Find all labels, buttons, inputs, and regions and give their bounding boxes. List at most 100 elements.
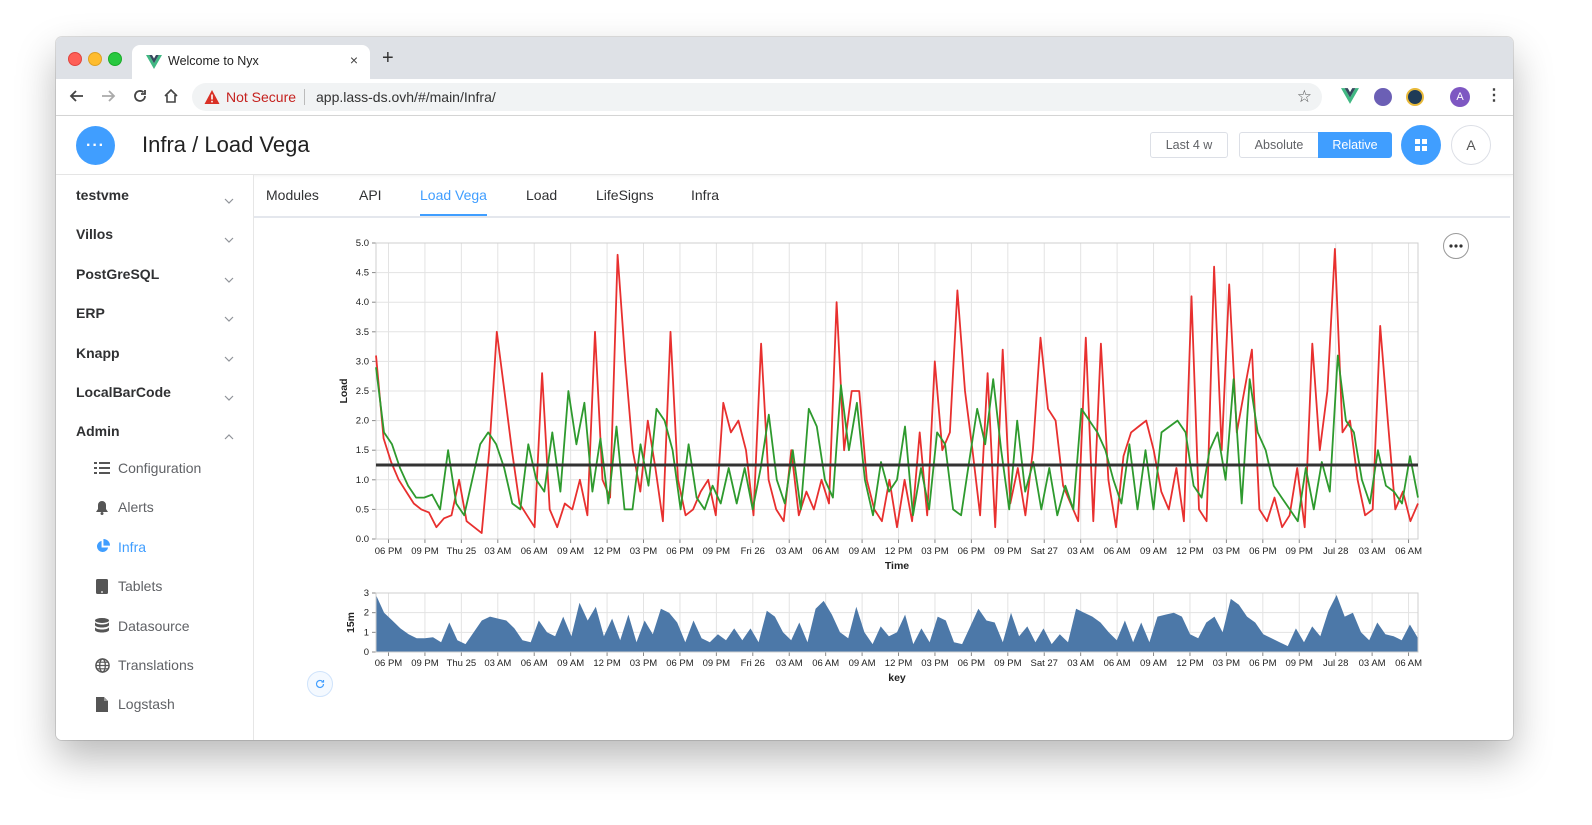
extension-icon[interactable] (1374, 88, 1392, 106)
x-tick-label: 03 PM (630, 658, 658, 669)
tablet-icon (94, 578, 110, 594)
zoom-window-button[interactable] (108, 52, 122, 66)
x-tick-label: Thu 25 (447, 546, 477, 557)
sidebar-item-label: Datasource (118, 617, 190, 634)
tab-load-vega[interactable]: Load Vega (420, 187, 487, 203)
chevron-up-icon[interactable] (224, 427, 234, 440)
forward-arrow-icon[interactable] (97, 85, 119, 107)
chevron-down-icon[interactable] (224, 388, 234, 401)
load-charts: 0.0 0.5 1.0 1.5 2.0 2.5 3.0 3.5 4.0 4.5 5.0 06 PM 09… (338, 238, 1422, 684)
y-tick-label: 3 (364, 588, 369, 599)
x-tick-label: 06 PM (958, 658, 986, 669)
x-tick-label: 12 PM (1176, 658, 1204, 669)
tab-modules[interactable]: Modules (266, 187, 319, 203)
globe-icon (94, 657, 110, 673)
chevron-down-icon[interactable] (224, 349, 234, 362)
extension-icon[interactable] (1406, 88, 1424, 106)
chevron-down-icon[interactable] (224, 309, 234, 323)
x-tick-label: Fri 26 (741, 546, 765, 557)
vue-logo-icon (146, 55, 162, 69)
series-line-1 (375, 247, 1419, 535)
chevron-down-icon[interactable] (224, 270, 234, 283)
x-tick-label: 06 AM (1395, 658, 1422, 669)
sidebar-item-alerts[interactable]: Alerts (94, 499, 154, 515)
sidebar-item-tablets[interactable]: Tablets (94, 578, 162, 594)
reload-icon[interactable] (129, 85, 151, 107)
refresh-button[interactable] (307, 671, 333, 697)
page-title: Infra / Load Vega (142, 132, 310, 157)
chevron-down-icon[interactable] (224, 191, 234, 204)
sidebar-item-label: Tablets (118, 578, 163, 595)
browser-menu-icon[interactable]: ⋮ (1486, 87, 1502, 104)
time-range-button[interactable]: Last 4 w (1150, 132, 1228, 158)
sidebar-item-infra[interactable]: Infra (94, 539, 146, 555)
list-icon (94, 460, 110, 476)
sidebar-item-translations[interactable]: Translations (94, 657, 194, 673)
x-tick-label: 12 PM (885, 546, 913, 557)
tab-close-icon[interactable]: × (349, 52, 358, 68)
tab-infra[interactable]: Infra (691, 187, 720, 203)
sidebar-group-erp[interactable]: ERP (76, 305, 105, 322)
sidebar-group-villos[interactable]: Villos (76, 226, 114, 243)
apps-grid-button[interactable] (1401, 125, 1441, 165)
sidebar-group-testvme[interactable]: testvme (76, 187, 129, 203)
bookmark-star-icon[interactable]: ☆ (1296, 87, 1312, 106)
x-tick-label: Jul 28 (1323, 658, 1348, 669)
warning-triangle-icon (204, 90, 220, 104)
sidebar-item-datasource[interactable]: Datasource (94, 618, 190, 634)
profile-avatar[interactable]: A (1450, 87, 1470, 107)
address-bar[interactable]: Not Secure app.lass-ds.ovh/#/main/Infra/… (192, 83, 1322, 111)
overview-area (376, 595, 1418, 652)
menu-button[interactable]: ··· (76, 126, 115, 165)
back-arrow-icon[interactable] (66, 85, 88, 107)
new-tab-button[interactable]: + (382, 47, 394, 69)
plot-frame (375, 242, 1419, 540)
chart-area: 0.0 0.5 1.0 1.5 2.0 2.5 3.0 3.5 4.0 4.5 5.0 06 PM 09… (254, 217, 1513, 740)
x-tick-label: 06 AM (521, 546, 548, 557)
pie-chart-icon (94, 539, 110, 555)
tab-api[interactable]: API (359, 187, 382, 203)
sidebar-group-postgresql[interactable]: PostGreSQL (76, 265, 160, 282)
y-tick-label: 5.0 (356, 238, 369, 249)
x-tick-label: 09 AM (557, 546, 584, 557)
close-window-button[interactable] (68, 52, 82, 66)
overview-y-axis-title: 15m (345, 612, 357, 633)
x-tick-label: 03 PM (921, 658, 949, 669)
x-tick-label: Jul 28 (1323, 546, 1348, 557)
x-tick-label: 03 AM (776, 658, 803, 669)
chevron-down-icon[interactable] (224, 230, 234, 244)
y-tick-label: 0.0 (356, 534, 369, 545)
x-tick-label: 06 AM (812, 658, 839, 669)
y-tick-label: 4.0 (356, 297, 369, 308)
home-icon[interactable] (160, 85, 182, 107)
y-tick-label: 3.5 (356, 327, 369, 338)
minimize-window-button[interactable] (88, 52, 102, 66)
x-tick-label: 06 AM (521, 658, 548, 669)
vue-devtools-extension-icon[interactable] (1341, 88, 1359, 106)
x-tick-label: 03 AM (484, 546, 511, 557)
not-secure-label[interactable]: Not Secure (226, 89, 297, 105)
url-separator (304, 89, 305, 105)
browser-tab-strip: Welcome to Nyx × + (56, 37, 1513, 79)
sidebar-item-logstash[interactable]: Logstash (94, 696, 175, 712)
sidebar-group-admin[interactable]: Admin (76, 423, 120, 440)
x-tick-label: 12 PM (885, 658, 913, 669)
user-avatar[interactable]: A (1451, 125, 1491, 165)
relative-button[interactable]: Relative (1318, 132, 1392, 158)
x-tick-label: 03 PM (630, 546, 658, 557)
sidebar-group-knapp[interactable]: Knapp (76, 344, 120, 361)
tab-lifesigns[interactable]: LifeSigns (596, 187, 654, 203)
x-tick-label: 09 AM (849, 546, 876, 557)
more-horizontal-icon (1449, 244, 1463, 248)
url-text[interactable]: app.lass-ds.ovh/#/main/Infra/ (316, 89, 496, 105)
chart-actions-button[interactable] (1443, 233, 1469, 259)
absolute-button[interactable]: Absolute (1239, 132, 1319, 158)
y-tick-label: 0 (364, 647, 369, 658)
x-tick-label: 12 PM (1176, 546, 1204, 557)
tab-load[interactable]: Load (526, 187, 558, 203)
browser-tab[interactable]: Welcome to Nyx × (132, 45, 370, 79)
sidebar-item-configuration[interactable]: Configuration (94, 460, 201, 476)
sidebar-group-localbarcode[interactable]: LocalBarCode (76, 384, 171, 400)
x-tick-label: Sat 27 (1031, 658, 1058, 669)
sidebar-item-label: Configuration (118, 460, 202, 476)
